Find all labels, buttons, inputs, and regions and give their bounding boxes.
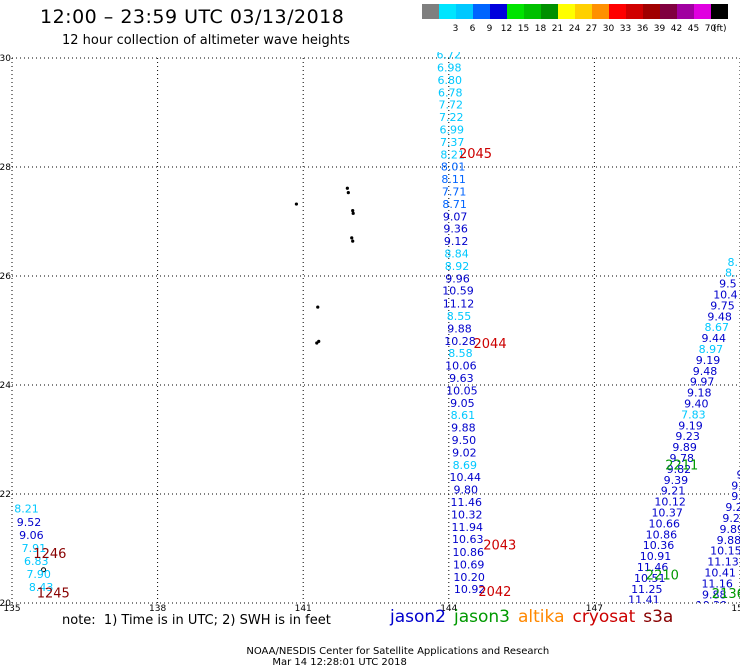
wave-height-label: 10.05 bbox=[446, 384, 478, 397]
wave-height-label: 9.63 bbox=[449, 372, 474, 385]
wave-height-label: 8.58 bbox=[448, 347, 473, 360]
wave-height-label: 9.02 bbox=[452, 447, 477, 460]
wave-height-label: 6.99 bbox=[439, 123, 464, 136]
wave-height-label: 8.01 bbox=[441, 160, 466, 173]
track-label: 2211 bbox=[665, 459, 698, 474]
timestamp: Mar 14 12:28:01 UTC 2018 bbox=[272, 657, 407, 668]
track-label: 2210 bbox=[646, 569, 679, 584]
footnote: note: 1) Time is in UTC; 2) SWH is in fe… bbox=[62, 613, 331, 628]
wave-height-label: 7.71 bbox=[442, 186, 467, 199]
wave-height-label: 9.80 bbox=[454, 484, 479, 497]
wave-height-label: 11.12 bbox=[443, 297, 475, 310]
legend-entry-altika: altika bbox=[518, 607, 565, 627]
island-mark bbox=[352, 212, 355, 215]
island-mark bbox=[316, 305, 319, 308]
island-mark bbox=[351, 209, 354, 212]
y-tick-label: 24 bbox=[0, 381, 11, 391]
island-mark bbox=[315, 341, 318, 344]
wave-height-label: 9.36 bbox=[443, 223, 468, 236]
track-label: 2044 bbox=[474, 337, 507, 352]
track-label: 2042 bbox=[478, 585, 511, 600]
wave-height-label: 8.11 bbox=[441, 173, 466, 186]
wave-height-label: 10.69 bbox=[453, 558, 485, 571]
wave-height-label: 7.22 bbox=[439, 111, 464, 124]
island-mark bbox=[351, 240, 354, 243]
satellite-legend: jason2 jason3 altika cryosat s3a bbox=[390, 607, 681, 627]
wave-height-label: 8.55 bbox=[447, 310, 472, 323]
wave-height-label: 9.88 bbox=[447, 322, 472, 335]
wave-height-label: 8.21 bbox=[14, 503, 39, 516]
wave-height-label: 9.50 bbox=[452, 434, 477, 447]
wave-height-label: 8.84 bbox=[444, 248, 469, 261]
wave-height-label: 6.98 bbox=[437, 61, 462, 74]
y-tick-label: 26 bbox=[0, 272, 11, 282]
wave-height-label: 9.88 bbox=[451, 422, 476, 435]
legend-entry-jason2: jason2 bbox=[390, 607, 446, 627]
wave-height-label: 10.06 bbox=[445, 359, 477, 372]
wave-height-label: 10.59 bbox=[693, 610, 725, 623]
wave-height-label: 10.63 bbox=[452, 533, 484, 546]
wave-height-label: 7.90 bbox=[26, 568, 51, 581]
wave-height-label: 9.12 bbox=[444, 235, 469, 248]
wave-height-label: 6.80 bbox=[438, 74, 463, 87]
legend-entry-s3a: s3a bbox=[643, 607, 673, 627]
wave-height-label: 10.86 bbox=[452, 546, 484, 559]
wave-height-label: 9.52 bbox=[17, 516, 42, 529]
legend-entry-jason3: jason3 bbox=[454, 607, 510, 627]
wave-height-chart: 1351381411441471502022242628306.726.986.… bbox=[0, 0, 740, 650]
island-mark bbox=[346, 187, 349, 190]
credit-text: NOAA/NESDIS Center for Satellite Applica… bbox=[246, 646, 549, 657]
y-tick-label: 22 bbox=[0, 490, 11, 500]
track-label: 1245 bbox=[37, 587, 70, 602]
credit-line: NOAA/NESDIS Center for Satellite Applica… bbox=[240, 635, 549, 668]
wave-height-label: 10.44 bbox=[450, 471, 482, 484]
track-label: 2043 bbox=[483, 539, 516, 554]
y-tick-label: 20 bbox=[0, 599, 11, 609]
wave-height-label: 8.71 bbox=[442, 198, 467, 211]
track-label: 2045 bbox=[459, 147, 492, 162]
wave-height-label: 11.41 bbox=[628, 594, 660, 607]
wave-height-label: 10.32 bbox=[451, 509, 483, 522]
y-tick-label: 30 bbox=[0, 54, 11, 64]
wave-height-label: 7.72 bbox=[438, 98, 463, 111]
wave-height-label: 11.46 bbox=[451, 496, 483, 509]
island-mark bbox=[350, 236, 353, 239]
wave-height-label: 6.72 bbox=[437, 49, 462, 62]
wave-height-label: 8.61 bbox=[451, 409, 476, 422]
island-mark bbox=[295, 202, 298, 205]
wave-height-label: 10.59 bbox=[442, 285, 474, 298]
track-label: 1246 bbox=[33, 547, 66, 562]
y-tick-label: 28 bbox=[0, 163, 11, 173]
plot-area: 6.726.986.806.787.727.226.997.378.218.01… bbox=[14, 49, 740, 623]
island-mark bbox=[347, 191, 350, 194]
x-tick-label: 150 bbox=[731, 604, 740, 614]
track-label: 2136 bbox=[712, 587, 740, 602]
wave-height-label: 8.92 bbox=[445, 260, 470, 273]
wave-height-label: 9.06 bbox=[19, 529, 44, 542]
legend-entry-cryosat: cryosat bbox=[573, 607, 636, 627]
